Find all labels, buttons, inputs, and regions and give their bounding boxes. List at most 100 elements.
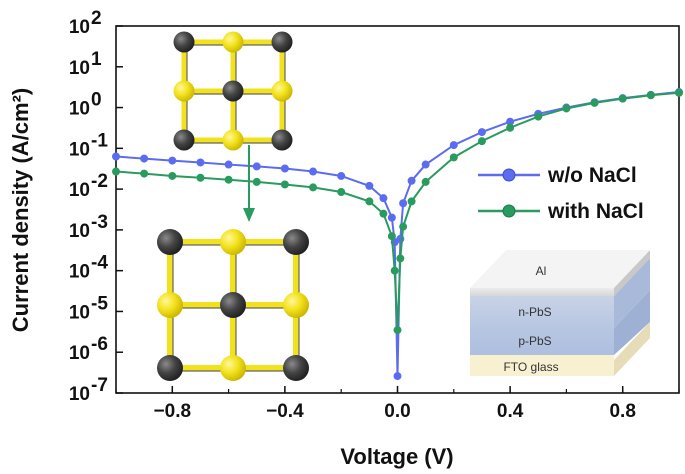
data-point-with-nacl (168, 171, 177, 180)
y-tick-exponent: -2 (91, 171, 108, 192)
data-point-with-nacl (309, 183, 318, 192)
y-tick-exponent: 2 (91, 8, 102, 29)
data-point-with-nacl (618, 94, 627, 103)
transform-arrow (243, 145, 255, 222)
data-point-with-nacl (421, 177, 430, 186)
data-point-with-nacl (112, 167, 121, 176)
sulfur-atom (173, 80, 195, 102)
y-tick-exponent: -3 (91, 212, 108, 233)
data-point-w-o-nacl (387, 213, 396, 222)
legend-marker-with-nacl (502, 204, 516, 218)
data-point-with-nacl (365, 197, 374, 206)
data-point-with-nacl (477, 137, 486, 146)
data-point-with-nacl (407, 197, 416, 206)
stack-p-layer (470, 328, 614, 355)
x-tick-label: 0.4 (497, 401, 524, 422)
y-tick-exponent: 0 (91, 90, 102, 111)
data-point-with-nacl (196, 173, 205, 182)
data-point-w-o-nacl (252, 162, 261, 171)
data-point-w-o-nacl (421, 160, 430, 169)
data-point-w-o-nacl (379, 194, 388, 203)
data-point-w-o-nacl (337, 171, 346, 180)
y-tick-exponent: -4 (91, 253, 108, 274)
sulfur-atom (222, 31, 244, 53)
data-point-w-o-nacl (280, 164, 289, 173)
lead-atom (157, 229, 183, 255)
data-point-with-nacl (252, 177, 261, 186)
data-point-with-nacl (590, 98, 599, 107)
data-point-with-nacl (646, 91, 655, 100)
data-point-with-nacl (562, 104, 571, 113)
data-point-w-o-nacl (393, 372, 402, 381)
data-point-with-nacl (390, 266, 399, 275)
data-point-with-nacl (675, 88, 684, 97)
data-point-w-o-nacl (449, 141, 458, 150)
stack-label-p-pbs: p-PbS (518, 334, 551, 348)
sulfur-atom (220, 355, 246, 381)
data-point-w-o-nacl (407, 176, 416, 185)
data-point-w-o-nacl (399, 199, 408, 208)
lead-atom (220, 292, 246, 318)
stack-fto-layer (470, 355, 614, 376)
stack-label-n-pbs: n-PbS (518, 305, 551, 319)
lead-atom (222, 80, 244, 102)
stack-label-al: Al (536, 264, 547, 278)
lead-atom (173, 129, 195, 151)
stack-p-side (614, 290, 650, 355)
y-tick-label: 10 (69, 302, 90, 323)
lead-atom (283, 355, 309, 381)
data-point-with-nacl (337, 187, 346, 196)
data-point-with-nacl (399, 222, 408, 231)
lead-atom (271, 31, 293, 53)
y-tick-exponent: -1 (91, 130, 108, 151)
y-tick-exponent: 1 (91, 49, 102, 70)
x-tick-label: −0.8 (154, 401, 192, 422)
data-point-w-o-nacl (168, 156, 177, 165)
stack-al-top (470, 250, 650, 288)
stack-al-side (614, 250, 650, 296)
y-tick-label: 10 (69, 180, 90, 201)
sulfur-atom (220, 229, 246, 255)
x-tick-label: 0.8 (609, 401, 635, 422)
crystal-structure-top (173, 31, 293, 151)
stack-n-side (614, 258, 650, 328)
x-tick-label: 0.0 (384, 401, 410, 422)
data-series (112, 88, 684, 381)
stack-n-layer (470, 296, 614, 328)
legend-label-with-nacl: with NaCl (547, 200, 644, 223)
y-tick-label: 10 (69, 343, 90, 364)
data-point-with-nacl (280, 180, 289, 189)
data-point-with-nacl (534, 112, 543, 121)
stack-fto-side (614, 322, 650, 376)
y-tick-exponent: -5 (91, 293, 108, 314)
legend-label-wo-nacl: w/o NaCl (547, 164, 637, 187)
y-axis-title: Current density (A/cm²) (8, 88, 33, 332)
data-point-with-nacl (140, 169, 149, 178)
data-point-w-o-nacl (224, 160, 233, 169)
stack-label-fto-glass: FTO glass (503, 360, 558, 374)
y-tick-label: 10 (69, 99, 90, 120)
x-tick-label: −0.4 (266, 401, 304, 422)
y-tick-label: 10 (69, 221, 90, 242)
data-point-with-nacl (387, 232, 396, 241)
data-point-w-o-nacl (112, 152, 121, 161)
data-point-with-nacl (506, 123, 515, 132)
legend-marker-wo-nacl (502, 168, 516, 182)
lead-atom (157, 355, 183, 381)
device-stack-inset: Al n-PbS p-PbS FTO glass (470, 250, 650, 376)
stack-al-layer (470, 288, 614, 296)
sulfur-atom (283, 292, 309, 318)
crystal-structure-bottom (157, 229, 309, 381)
data-point-with-nacl (379, 209, 388, 218)
data-point-w-o-nacl (365, 181, 374, 190)
y-tick-label: 10 (69, 139, 90, 160)
sulfur-atom (222, 129, 244, 151)
data-point-with-nacl (396, 254, 405, 263)
sulfur-atom (157, 292, 183, 318)
data-point-w-o-nacl (196, 158, 205, 167)
data-point-with-nacl (449, 153, 458, 162)
lead-atom (283, 229, 309, 255)
y-tick-label: 10 (69, 58, 90, 79)
